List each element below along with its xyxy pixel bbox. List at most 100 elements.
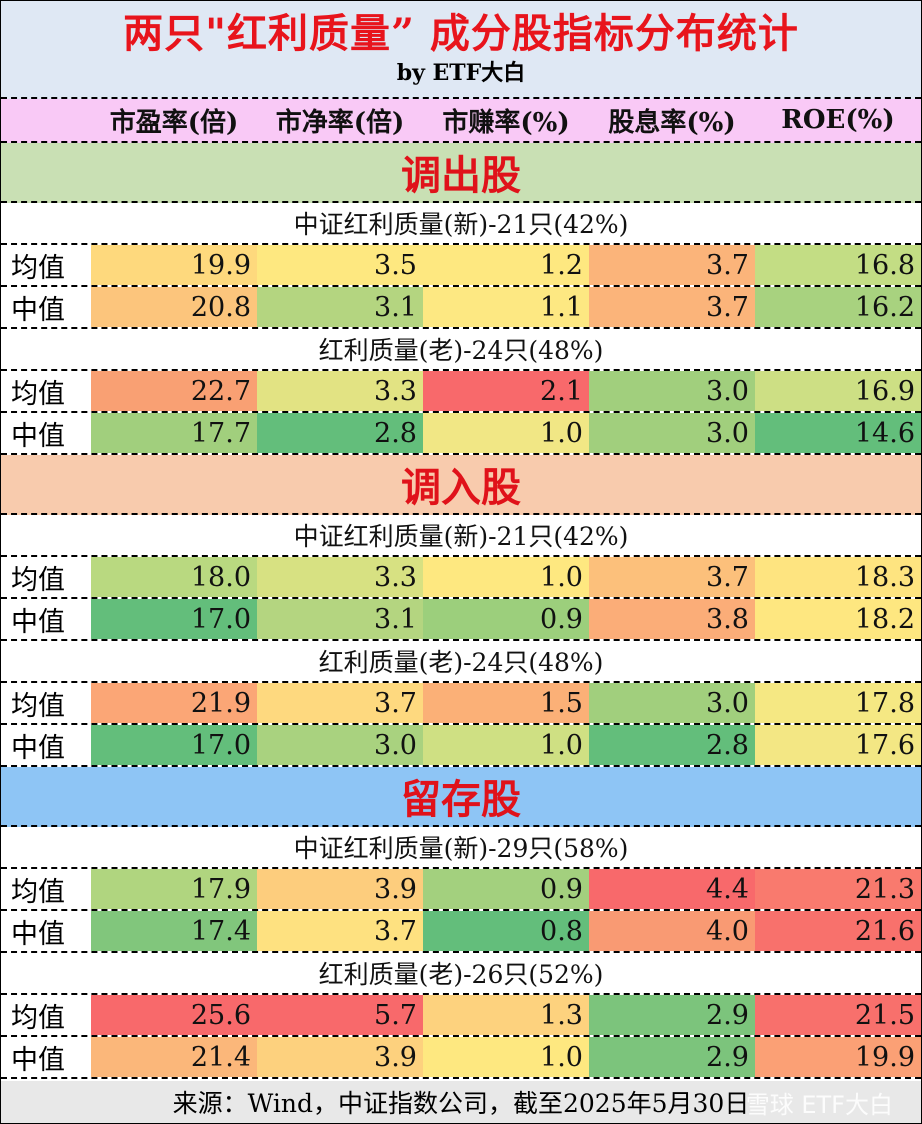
cell-roe: 21.6 <box>755 911 921 951</box>
group-header: 中证红利质量(新)-29只(58%) <box>1 827 921 869</box>
table-row: 均值 21.9 3.7 1.5 3.0 17.8 <box>1 683 921 725</box>
table-row: 均值 25.6 5.7 1.3 2.9 21.5 <box>1 995 921 1037</box>
cell-pr: 1.0 <box>423 557 589 597</box>
cell-dividend-yield: 3.8 <box>589 599 755 639</box>
cell-pe: 17.9 <box>91 869 257 909</box>
row-label-mean: 均值 <box>1 869 91 909</box>
cell-pr: 1.5 <box>423 683 589 723</box>
section-title: 调出股 <box>401 152 521 199</box>
cell-pr: 1.3 <box>423 995 589 1035</box>
cell-pb: 3.7 <box>257 911 423 951</box>
section-header: 留存股 <box>1 767 921 827</box>
row-label-mean: 均值 <box>1 371 91 411</box>
section-title: 留存股 <box>401 776 521 823</box>
table-row: 均值 22.7 3.3 2.1 3.0 16.9 <box>1 371 921 413</box>
cell-pe: 22.7 <box>91 371 257 411</box>
title-block: 两只"红利质量” 成分股指标分布统计 by ETF大白 <box>1 1 921 99</box>
source-text: 来源：Wind，中证指数公司，截至2025年5月30日 <box>172 1089 750 1118</box>
cell-roe: 17.6 <box>755 725 921 765</box>
cell-pb: 3.9 <box>257 869 423 909</box>
cell-pr: 0.9 <box>423 599 589 639</box>
cell-pe: 17.7 <box>91 413 257 453</box>
header-pb: 市净率(倍) <box>275 107 405 138</box>
table-row: 中值 17.7 2.8 1.0 3.0 14.6 <box>1 413 921 455</box>
row-label-median: 中值 <box>1 725 91 765</box>
cell-pr: 0.9 <box>423 869 589 909</box>
group-title: 红利质量(老)-24只(48%) <box>318 648 604 677</box>
cell-roe: 18.3 <box>755 557 921 597</box>
cell-dividend-yield: 3.0 <box>589 371 755 411</box>
cell-dividend-yield: 2.9 <box>589 1037 755 1077</box>
cell-pr: 1.1 <box>423 287 589 327</box>
cell-roe: 16.2 <box>755 287 921 327</box>
cell-pe: 25.6 <box>91 995 257 1035</box>
row-label-mean: 均值 <box>1 683 91 723</box>
row-label-mean: 均值 <box>1 245 91 285</box>
cell-dividend-yield: 3.7 <box>589 245 755 285</box>
cell-pr: 1.0 <box>423 725 589 765</box>
table-row: 均值 18.0 3.3 1.0 3.7 18.3 <box>1 557 921 599</box>
row-label-mean: 均值 <box>1 995 91 1035</box>
header-pe: 市盈率(倍) <box>109 107 239 138</box>
cell-roe: 17.8 <box>755 683 921 723</box>
row-label-median: 中值 <box>1 1037 91 1077</box>
cell-dividend-yield: 2.9 <box>589 995 755 1035</box>
group-title: 中证红利质量(新)-29只(58%) <box>293 834 629 863</box>
watermark: 雪球 ETF大白 <box>745 1090 893 1119</box>
cell-pr: 1.2 <box>423 245 589 285</box>
cell-pb: 3.9 <box>257 1037 423 1077</box>
cell-pb: 3.1 <box>257 287 423 327</box>
cell-pb: 3.3 <box>257 371 423 411</box>
cell-pe: 21.9 <box>91 683 257 723</box>
column-header-row: 市盈率(倍) 市净率(倍) 市赚率(%) 股息率(%) ROE(%) <box>1 99 921 143</box>
cell-roe: 21.3 <box>755 869 921 909</box>
cell-roe: 16.9 <box>755 371 921 411</box>
cell-pb: 5.7 <box>257 995 423 1035</box>
table-row: 中值 17.4 3.7 0.8 4.0 21.6 <box>1 911 921 953</box>
group-title: 红利质量(老)-26只(52%) <box>318 960 604 989</box>
cell-pe: 17.4 <box>91 911 257 951</box>
table-row: 均值 17.9 3.9 0.9 4.4 21.3 <box>1 869 921 911</box>
table-row: 中值 17.0 3.0 1.0 2.8 17.6 <box>1 725 921 767</box>
page-subtitle: by ETF大白 <box>396 60 526 86</box>
group-title: 中证红利质量(新)-21只(42%) <box>293 210 629 239</box>
row-label-median: 中值 <box>1 599 91 639</box>
header-dividend-yield: 股息率(%) <box>608 107 736 138</box>
row-label-median: 中值 <box>1 911 91 951</box>
cell-dividend-yield: 3.7 <box>589 287 755 327</box>
group-header: 中证红利质量(新)-21只(42%) <box>1 515 921 557</box>
cell-pr: 1.0 <box>423 1037 589 1077</box>
cell-pe: 17.0 <box>91 725 257 765</box>
cell-pr: 1.0 <box>423 413 589 453</box>
table-row: 中值 17.0 3.1 0.9 3.8 18.2 <box>1 599 921 641</box>
cell-dividend-yield: 4.0 <box>589 911 755 951</box>
row-label-median: 中值 <box>1 287 91 327</box>
group-header: 红利质量(老)-26只(52%) <box>1 953 921 995</box>
section-header: 调入股 <box>1 455 921 515</box>
header-pr: 市赚率(%) <box>442 107 570 138</box>
section-title: 调入股 <box>401 464 521 511</box>
source-footer: 来源：Wind，中证指数公司，截至2025年5月30日 <box>1 1081 921 1123</box>
cell-pb: 3.0 <box>257 725 423 765</box>
cell-dividend-yield: 3.7 <box>589 557 755 597</box>
row-label-mean: 均值 <box>1 557 91 597</box>
header-corner <box>1 99 91 141</box>
cell-roe: 18.2 <box>755 599 921 639</box>
group-header: 红利质量(老)-24只(48%) <box>1 641 921 683</box>
cell-pe: 20.8 <box>91 287 257 327</box>
header-roe: ROE(%) <box>781 105 895 135</box>
group-header: 中证红利质量(新)-21只(42%) <box>1 203 921 245</box>
cell-dividend-yield: 3.0 <box>589 413 755 453</box>
cell-pb: 3.7 <box>257 683 423 723</box>
page-title: 两只"红利质量” 成分股指标分布统计 <box>123 10 799 57</box>
group-title: 中证红利质量(新)-21只(42%) <box>293 522 629 551</box>
cell-dividend-yield: 3.0 <box>589 683 755 723</box>
table-row: 均值 19.9 3.5 1.2 3.7 16.8 <box>1 245 921 287</box>
cell-pb: 3.1 <box>257 599 423 639</box>
cell-pe: 21.4 <box>91 1037 257 1077</box>
cell-pe: 19.9 <box>91 245 257 285</box>
cell-roe: 16.8 <box>755 245 921 285</box>
table-row: 中值 20.8 3.1 1.1 3.7 16.2 <box>1 287 921 329</box>
group-title: 红利质量(老)-24只(48%) <box>318 336 604 365</box>
